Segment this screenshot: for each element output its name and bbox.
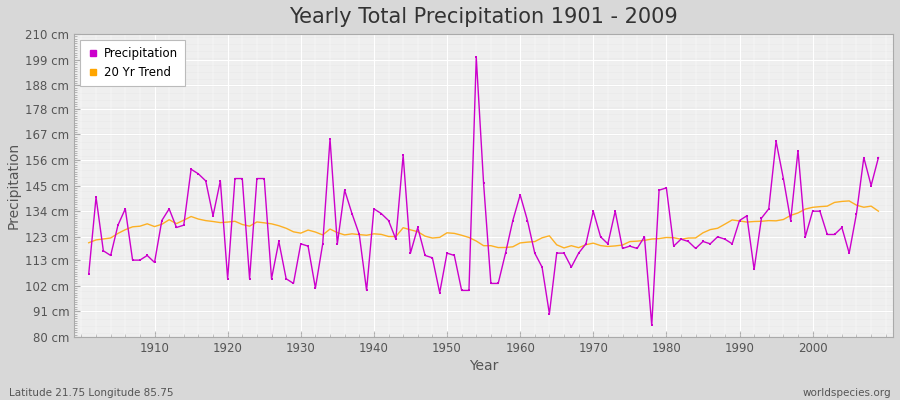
Text: Latitude 21.75 Longitude 85.75: Latitude 21.75 Longitude 85.75: [9, 388, 174, 398]
Precipitation: [646, 323, 657, 328]
20 Yr Trend: [346, 232, 357, 236]
Precipitation: [84, 272, 94, 276]
Precipitation: [873, 155, 884, 160]
Precipitation: [522, 218, 533, 223]
20 Yr Trend: [844, 198, 855, 203]
20 Yr Trend: [515, 240, 526, 245]
Precipitation: [346, 211, 357, 216]
20 Yr Trend: [84, 240, 94, 245]
Precipitation: [610, 209, 621, 214]
20 Yr Trend: [610, 244, 621, 248]
Precipitation: [302, 244, 313, 248]
20 Yr Trend: [873, 209, 884, 214]
Text: worldspecies.org: worldspecies.org: [803, 388, 891, 398]
20 Yr Trend: [142, 222, 153, 226]
Line: 20 Yr Trend: 20 Yr Trend: [89, 201, 878, 248]
Y-axis label: Precipitation: Precipitation: [7, 142, 21, 229]
Line: Precipitation: Precipitation: [87, 56, 879, 326]
X-axis label: Year: Year: [469, 359, 499, 373]
20 Yr Trend: [559, 246, 570, 250]
Precipitation: [471, 55, 482, 60]
20 Yr Trend: [302, 228, 313, 232]
Precipitation: [142, 253, 153, 258]
Legend: Precipitation, 20 Yr Trend: Precipitation, 20 Yr Trend: [80, 40, 184, 86]
Title: Yearly Total Precipitation 1901 - 2009: Yearly Total Precipitation 1901 - 2009: [289, 7, 678, 27]
Precipitation: [515, 192, 526, 197]
20 Yr Trend: [508, 244, 518, 249]
